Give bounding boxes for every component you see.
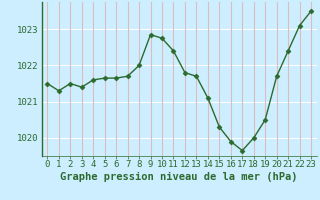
X-axis label: Graphe pression niveau de la mer (hPa): Graphe pression niveau de la mer (hPa) bbox=[60, 172, 298, 182]
